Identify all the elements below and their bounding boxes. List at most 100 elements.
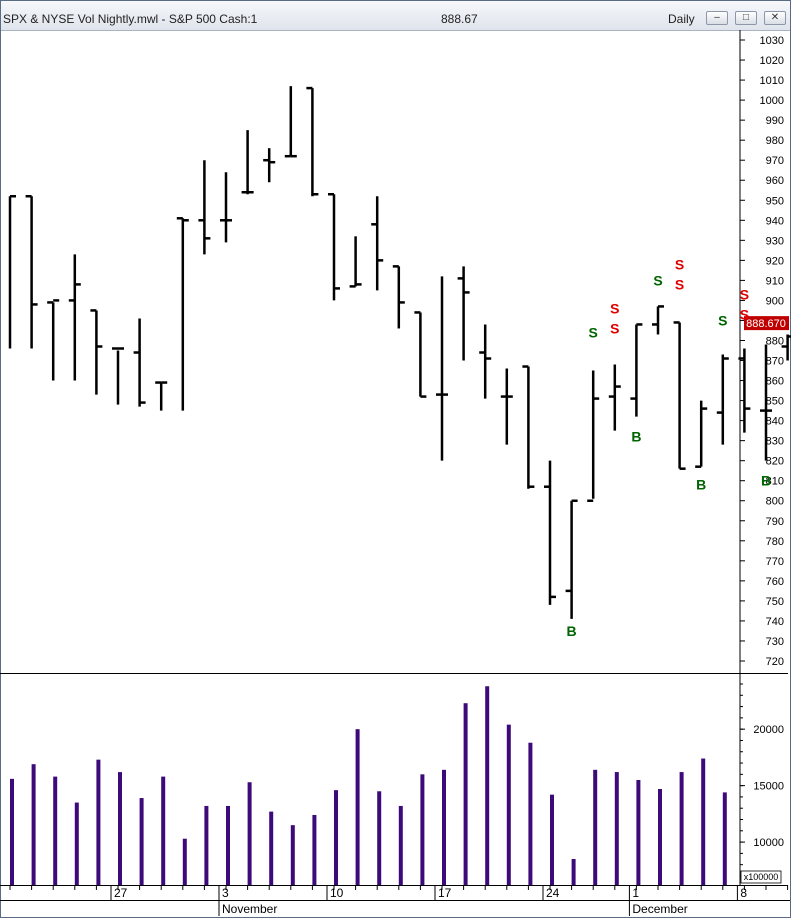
price-tick-label: 800 — [766, 496, 784, 508]
volume-bar — [74, 802, 79, 885]
ohlc-bar — [695, 400, 708, 468]
date-axis: 27 3 10 17 24 1 8 November December — [0, 885, 790, 916]
volume-bar — [204, 805, 209, 885]
price-tick-label: 970 — [766, 155, 784, 167]
day-label: 24 — [546, 886, 560, 900]
volume-bar — [442, 769, 446, 885]
ohlc-bar — [349, 236, 362, 288]
volume-bar — [722, 792, 727, 885]
volume-tick-label: 10000 — [753, 837, 784, 849]
volume-bar — [506, 724, 511, 885]
volume-bar — [550, 794, 554, 885]
day-label: 3 — [222, 886, 229, 900]
month-label: November — [222, 902, 277, 916]
volume-bar — [269, 811, 274, 885]
ohlc-bar — [220, 172, 232, 243]
price-tick-label: 910 — [766, 275, 784, 287]
ohlc-bar — [68, 254, 81, 381]
price-tick-label: 720 — [766, 656, 784, 668]
sell-signal: S — [610, 320, 619, 336]
sell-signal: S — [589, 324, 598, 340]
ohlc-bar — [544, 460, 556, 605]
sell-signal: S — [740, 286, 749, 302]
volume-bar — [528, 742, 533, 885]
day-label: 8 — [740, 886, 747, 900]
ohlc-bar — [112, 347, 124, 405]
price-tick-label: 960 — [766, 175, 784, 187]
volume-tick-label: 15000 — [753, 781, 784, 793]
ohlc-bar — [565, 499, 578, 619]
volume-bar — [53, 776, 58, 885]
price-tick-label: 870 — [766, 356, 784, 368]
month-label: December — [632, 902, 687, 916]
price-tick-label: 750 — [766, 596, 784, 608]
sell-signal: S — [675, 276, 684, 292]
sell-signal: S — [653, 272, 662, 288]
price-tick-label: 790 — [766, 516, 784, 528]
ohlc-bar — [155, 381, 168, 411]
signal-layer: BSSSBSSSBSSSBSSS — [567, 256, 772, 639]
volume-bar — [636, 779, 641, 885]
volume-bar — [355, 729, 360, 885]
volume-bar — [10, 778, 14, 885]
title-interval[interactable]: Daily — [668, 12, 695, 26]
price-tick-label: 830 — [766, 436, 784, 448]
ohlc-bar — [284, 86, 297, 158]
close-button[interactable]: ✕ — [764, 11, 786, 25]
minimize-button[interactable]: – — [706, 11, 728, 25]
volume-bar — [463, 703, 468, 885]
volume-chart[interactable] — [10, 686, 727, 885]
price-tick-label: 930 — [766, 235, 784, 247]
volume-bar — [96, 759, 101, 885]
ohlc-bar — [760, 344, 772, 461]
volume-bar — [161, 776, 166, 885]
price-tick-label: 1010 — [760, 75, 784, 87]
buy-signal: B — [631, 429, 641, 445]
price-tick-label: 950 — [766, 195, 784, 207]
price-tick-label: 840 — [766, 416, 784, 428]
volume-tick-label: 20000 — [753, 724, 784, 736]
volume-bar — [226, 805, 230, 885]
volume-bar — [701, 758, 706, 885]
ohlc-bar — [414, 311, 427, 398]
volume-bar — [118, 772, 122, 885]
volume-bar — [593, 769, 598, 885]
minimize-icon: – — [714, 12, 720, 23]
price-tick-label: 980 — [766, 135, 784, 147]
price-tick-label: 780 — [766, 536, 784, 548]
price-tick-label: 1020 — [760, 55, 784, 67]
volume-bar — [571, 859, 576, 885]
ohlc-bar — [133, 318, 146, 407]
price-tick-label: 810 — [766, 476, 784, 488]
volume-bar — [182, 838, 187, 885]
volume-bar — [247, 782, 252, 885]
buy-signal: B — [696, 477, 706, 493]
price-chart[interactable] — [8, 86, 791, 619]
volume-unit-label: x100000 — [744, 872, 779, 882]
volume-unit-box — [740, 870, 782, 884]
volume-bar — [420, 774, 425, 885]
volume-bar — [614, 772, 619, 885]
price-tick-label: 920 — [766, 255, 784, 267]
title-bar[interactable]: SPX & NYSE Vol Nightly.mwl - S&P 500 Cas… — [1, 1, 790, 31]
ohlc-bar — [392, 265, 405, 329]
maximize-button[interactable]: □ — [735, 11, 757, 25]
ohlc-bar — [241, 130, 254, 195]
last-price-badge — [744, 316, 789, 331]
ohlc-bar — [608, 364, 621, 431]
price-tick-label: 730 — [766, 636, 784, 648]
day-label: 10 — [330, 886, 344, 900]
ohlc-bar — [25, 195, 38, 349]
ohlc-bar — [652, 305, 664, 335]
ohlc-bar — [500, 368, 513, 445]
sell-signal: S — [610, 300, 619, 316]
price-axis: 720 730 740 750 760 770 780 790 800 810 820 830 840 8… — [0, 30, 789, 885]
ohlc-bar — [306, 86, 319, 197]
ohlc-bar — [587, 370, 600, 502]
volume-bar — [31, 764, 36, 885]
ohlc-bar — [8, 195, 16, 349]
ohlc-bar — [436, 276, 448, 461]
sell-signal: S — [718, 312, 727, 328]
price-tick-label: 740 — [766, 616, 784, 628]
